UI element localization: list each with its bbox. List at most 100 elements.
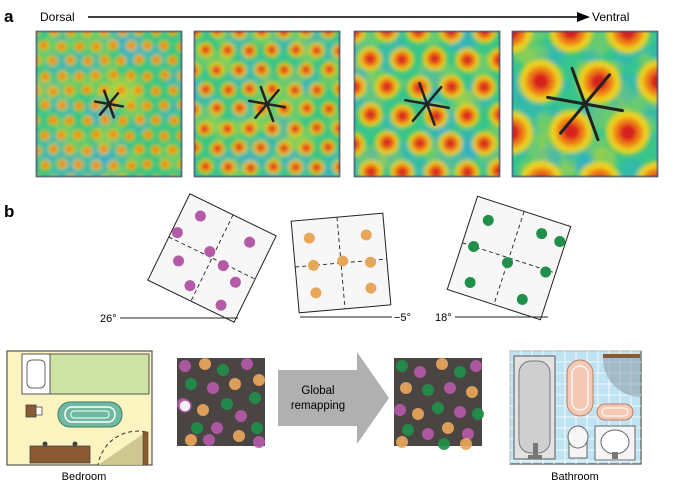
firing-field-dot — [468, 240, 480, 252]
lamp-base — [25, 404, 37, 418]
toilet-bowl — [567, 425, 589, 449]
firing-field-dot — [554, 235, 566, 247]
field-dot — [394, 404, 406, 416]
field-dot — [472, 408, 484, 420]
firing-field-dot — [501, 257, 513, 269]
grid-axes-star — [93, 89, 125, 119]
field-dot — [185, 378, 197, 390]
field-dot — [221, 398, 233, 410]
firing-field-dot — [464, 276, 476, 288]
firing-field-dot — [173, 255, 185, 267]
field-dot — [466, 386, 478, 398]
remapping-arrow — [278, 352, 389, 444]
field-dot — [199, 358, 211, 370]
field-dot — [179, 360, 191, 372]
firing-field-dot — [229, 276, 241, 288]
faucet-base — [528, 455, 542, 459]
field-dot — [414, 366, 426, 378]
axis-start-label: Dorsal — [40, 10, 75, 24]
sink-faucet — [612, 452, 618, 459]
pillow — [26, 359, 46, 389]
dot-patch-after — [394, 358, 484, 450]
shower-door — [603, 354, 640, 358]
small-mat-border — [601, 407, 629, 417]
field-dot — [400, 382, 412, 394]
door — [142, 431, 149, 466]
firing-field-dot — [244, 236, 256, 248]
shower-door-swing — [602, 358, 640, 397]
firing-field-dot — [364, 256, 376, 268]
door-swing-arc — [97, 430, 147, 466]
rate-map — [35, 30, 183, 178]
rug — [57, 401, 123, 428]
rug-inner-border-2 — [70, 410, 110, 419]
field-dot — [207, 382, 219, 394]
bath-mat — [566, 359, 594, 417]
field-dot — [432, 402, 444, 414]
field-dot — [191, 422, 203, 434]
lamp-shade — [35, 406, 43, 416]
panel-b-label: b — [4, 202, 14, 221]
bath-mat-border — [571, 365, 589, 411]
field-dot — [460, 438, 472, 450]
grid-axes-star — [248, 85, 286, 123]
firing-field-dot — [217, 260, 229, 272]
bathtub-basin — [518, 360, 551, 454]
rotated-environment-box — [446, 195, 572, 321]
rotation-label: 18° — [435, 312, 452, 324]
field-dot — [249, 392, 261, 404]
rate-map — [511, 30, 659, 178]
firing-field-dot — [204, 246, 216, 258]
axis-end-label: Ventral — [592, 10, 629, 24]
rate-map — [193, 30, 341, 178]
room-right-label: Bathroom — [551, 471, 599, 483]
field-dot — [396, 360, 408, 372]
remap-label-line1: Global — [301, 385, 334, 397]
rotation-boxes: 26° −5° 18° — [100, 193, 572, 325]
field-dot — [454, 366, 466, 378]
firing-field-dot — [536, 228, 548, 240]
panel-a-label: a — [4, 7, 14, 26]
field-dot — [454, 406, 466, 418]
firing-field-dot — [194, 210, 206, 222]
firing-field-dot — [310, 287, 322, 299]
faucet — [533, 443, 538, 457]
door-swing-fill — [98, 432, 146, 465]
grid-cell-maps — [35, 30, 659, 178]
axis-arrowhead — [577, 12, 590, 22]
field-dot — [402, 424, 414, 436]
field-dot — [422, 428, 434, 440]
bathroom-plan — [509, 350, 642, 465]
field-dot — [253, 436, 265, 448]
firing-field-dot — [215, 299, 227, 311]
field-dot — [470, 360, 482, 372]
dresser — [29, 445, 91, 464]
firing-field-dot — [308, 259, 320, 271]
firing-field-dot — [337, 255, 349, 267]
rate-map — [353, 30, 501, 178]
firing-field-dot — [184, 280, 196, 292]
dot-patch-before — [177, 358, 265, 448]
field-dot — [229, 378, 241, 390]
field-dot — [442, 422, 454, 434]
field-dot — [444, 382, 456, 394]
field-dot — [253, 374, 265, 386]
dresser-knob — [72, 441, 78, 447]
field-dot — [422, 384, 434, 396]
field-dot — [396, 436, 408, 448]
field-dot — [185, 434, 197, 446]
rug-inner-border — [64, 406, 116, 423]
field-dot — [217, 364, 229, 376]
grid-axes-star — [546, 66, 624, 142]
firing-field-dot — [516, 293, 528, 305]
field-dot — [251, 422, 263, 434]
remap-label-line2: remapping — [291, 400, 345, 412]
grid-axes-star — [404, 82, 450, 126]
firing-field-dot — [303, 232, 315, 244]
field-dot — [233, 430, 245, 442]
dresser-knob — [42, 441, 48, 447]
bedroom-plan — [6, 350, 153, 466]
rotation-label: −5° — [394, 312, 411, 324]
field-dot — [178, 399, 192, 413]
